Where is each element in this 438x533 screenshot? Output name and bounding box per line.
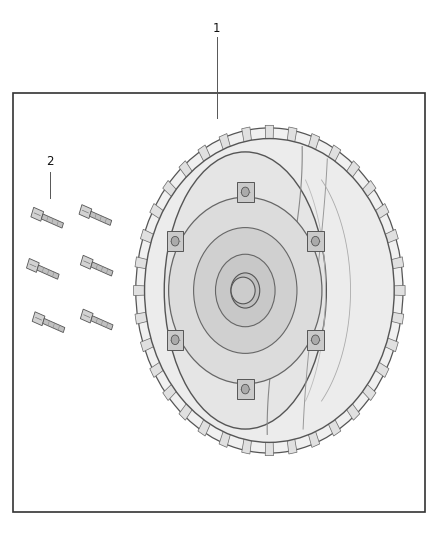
Polygon shape [265, 125, 273, 140]
Polygon shape [42, 214, 64, 228]
Polygon shape [362, 384, 376, 400]
Polygon shape [287, 127, 297, 143]
Polygon shape [391, 312, 404, 324]
Text: 1: 1 [213, 22, 221, 35]
Polygon shape [385, 338, 398, 352]
Polygon shape [328, 419, 341, 436]
FancyBboxPatch shape [13, 93, 425, 512]
Circle shape [171, 237, 179, 246]
Polygon shape [80, 255, 93, 269]
Polygon shape [141, 338, 154, 352]
Circle shape [241, 187, 249, 197]
Polygon shape [308, 431, 320, 447]
Polygon shape [307, 231, 324, 252]
Circle shape [311, 335, 319, 345]
Polygon shape [287, 438, 297, 454]
Polygon shape [179, 403, 193, 420]
Circle shape [311, 237, 319, 246]
Polygon shape [163, 181, 177, 197]
Polygon shape [150, 362, 164, 377]
Circle shape [215, 254, 275, 327]
Polygon shape [135, 257, 148, 269]
Polygon shape [167, 231, 184, 252]
Polygon shape [91, 262, 113, 276]
Polygon shape [79, 205, 92, 219]
Polygon shape [385, 229, 398, 243]
Polygon shape [135, 312, 148, 324]
Polygon shape [179, 161, 193, 178]
Polygon shape [167, 329, 184, 350]
Polygon shape [198, 145, 211, 162]
Polygon shape [163, 384, 177, 400]
Polygon shape [308, 134, 320, 150]
Text: 2: 2 [46, 155, 54, 168]
Polygon shape [37, 265, 59, 279]
Circle shape [241, 384, 249, 394]
Circle shape [231, 273, 260, 308]
Polygon shape [242, 438, 251, 454]
Polygon shape [80, 309, 93, 323]
Circle shape [171, 335, 179, 344]
Polygon shape [242, 127, 251, 143]
Polygon shape [346, 161, 360, 178]
Polygon shape [237, 379, 254, 399]
Polygon shape [391, 257, 404, 269]
Polygon shape [346, 403, 360, 420]
Polygon shape [198, 419, 211, 436]
Ellipse shape [231, 277, 255, 304]
Polygon shape [375, 362, 389, 377]
Polygon shape [32, 312, 45, 326]
Polygon shape [219, 134, 230, 150]
Circle shape [145, 139, 394, 442]
Polygon shape [328, 145, 341, 162]
Polygon shape [375, 204, 389, 219]
Polygon shape [91, 316, 113, 330]
Polygon shape [237, 182, 254, 202]
Circle shape [136, 128, 403, 453]
Polygon shape [150, 204, 164, 219]
Polygon shape [43, 318, 65, 333]
Circle shape [194, 228, 297, 353]
Ellipse shape [164, 152, 326, 429]
Circle shape [169, 197, 322, 384]
Circle shape [238, 282, 252, 299]
Polygon shape [393, 286, 405, 295]
Polygon shape [26, 259, 39, 272]
Polygon shape [219, 431, 230, 447]
Polygon shape [307, 329, 324, 350]
Polygon shape [134, 286, 145, 295]
Polygon shape [265, 441, 273, 456]
Polygon shape [31, 207, 44, 221]
Polygon shape [90, 211, 112, 225]
Polygon shape [141, 229, 154, 243]
Polygon shape [362, 181, 376, 197]
